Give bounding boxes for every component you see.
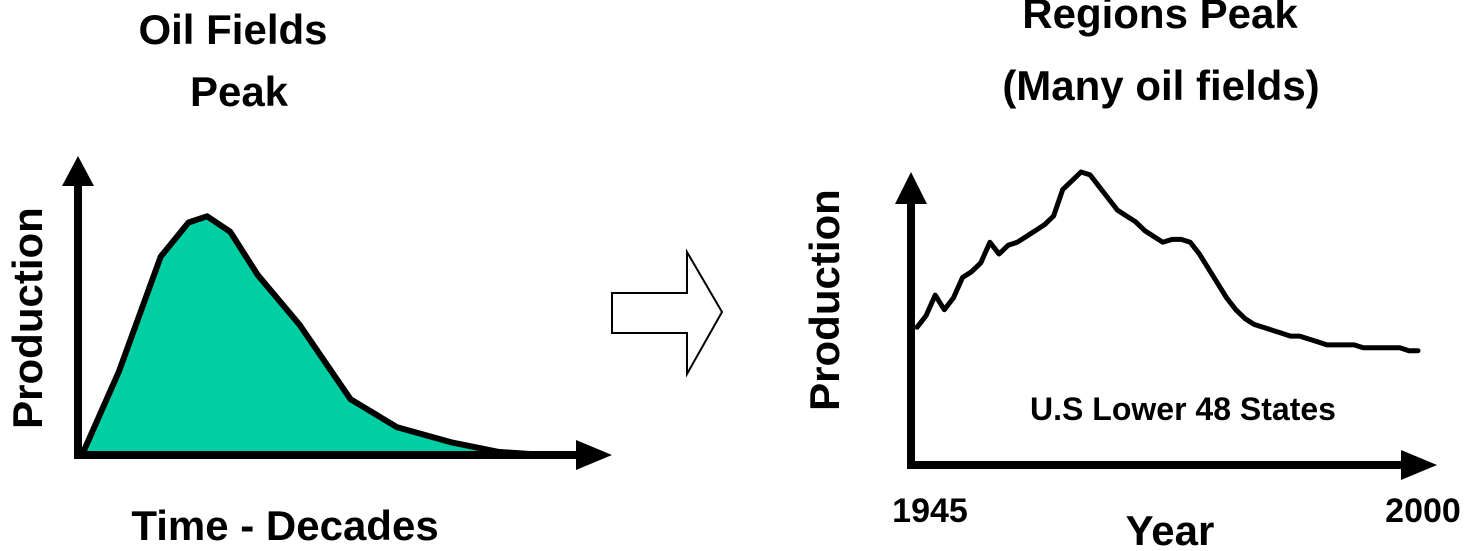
x-start-label: 1945 xyxy=(892,492,968,530)
right-y-label: Production xyxy=(801,189,848,411)
left-x-arrowhead-icon xyxy=(576,440,612,470)
right-title-line1: Regions Peak xyxy=(1022,0,1298,37)
production-area xyxy=(79,213,548,458)
oil-field-chart xyxy=(62,156,612,470)
right-x-arrowhead-icon xyxy=(1401,450,1437,480)
production-line xyxy=(914,169,1421,354)
left-y-arrowhead-icon xyxy=(62,156,94,186)
right-y-arrowhead-icon xyxy=(895,172,927,204)
left-x-label: Time - Decades xyxy=(131,502,438,549)
right-title-line2: (Many oil fields) xyxy=(1002,62,1319,109)
region-annotation: U.S Lower 48 States xyxy=(1030,391,1336,427)
left-y-label: Production xyxy=(4,207,51,429)
right-x-label: Year xyxy=(1126,507,1215,551)
left-title-line2: Peak xyxy=(190,68,289,115)
left-title-line1: Oil Fields xyxy=(138,6,327,53)
x-end-label: 2000 xyxy=(1385,492,1461,530)
us-lower48-chart xyxy=(895,169,1437,480)
hollow-right-arrow-icon xyxy=(611,248,724,378)
